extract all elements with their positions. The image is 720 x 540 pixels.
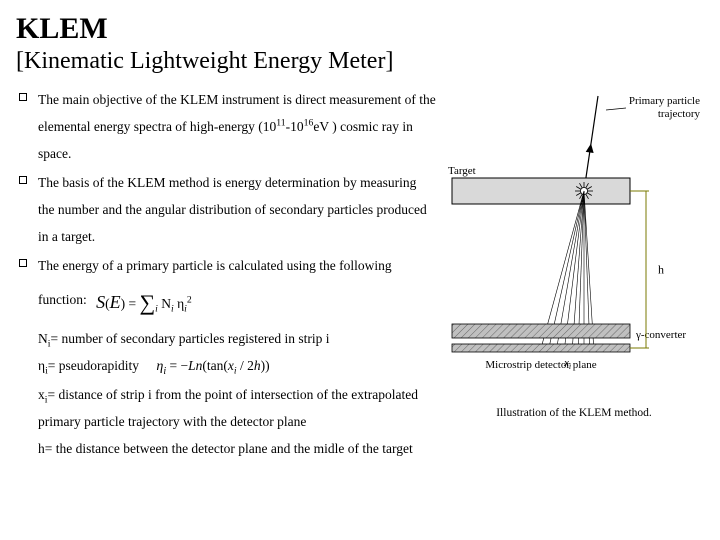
klem-diagram: Primary particletrajectory Target γ-conver… — [444, 86, 704, 396]
svg-text:Microstrip detector plane: Microstrip detector plane — [485, 359, 596, 371]
bullet-2: The basis of the KLEM method is energy d… — [16, 169, 436, 250]
definitions: Ni= number of secondary particles regist… — [16, 325, 436, 462]
def-h: h= the distance between the detector pla… — [38, 435, 436, 462]
svg-text:trajectory: trajectory — [658, 108, 701, 120]
bullet-list: The main objective of the KLEM instrumen… — [16, 86, 436, 323]
def-Ni: Ni= number of secondary particles regist… — [38, 325, 436, 352]
svg-text:Primary particle: Primary particle — [629, 95, 700, 107]
svg-text:Target: Target — [448, 165, 476, 177]
page-subtitle: [Kinematic Lightweight Energy Meter] — [16, 47, 704, 76]
formula-eta: ηi = −Ln(tan(xi / 2h)) — [156, 352, 269, 381]
bullet-3-text: The energy of a primary particle is calc… — [38, 258, 392, 307]
page-title: KLEM — [16, 12, 704, 45]
def-eta: ηi= pseudorapidity ηi = −Ln(tan(xi / 2h)… — [38, 352, 436, 381]
diagram-column: Primary particletrajectory Target γ-conver… — [444, 86, 704, 419]
content-row: The main objective of the KLEM instrumen… — [16, 86, 704, 462]
bullet-3: The energy of a primary particle is calc… — [16, 252, 436, 323]
diagram-caption: Illustration of the KLEM method. — [444, 407, 704, 419]
svg-text:γ-converter: γ-converter — [635, 329, 686, 341]
bullet-1: The main objective of the KLEM instrumen… — [16, 86, 436, 167]
def-xi: xi= distance of strip i from the point o… — [38, 381, 436, 435]
text-column: The main objective of the KLEM instrumen… — [16, 86, 444, 462]
formula-main: S(E) = ∑i Ni ηi2 — [96, 279, 192, 323]
svg-text:h: h — [658, 262, 664, 276]
